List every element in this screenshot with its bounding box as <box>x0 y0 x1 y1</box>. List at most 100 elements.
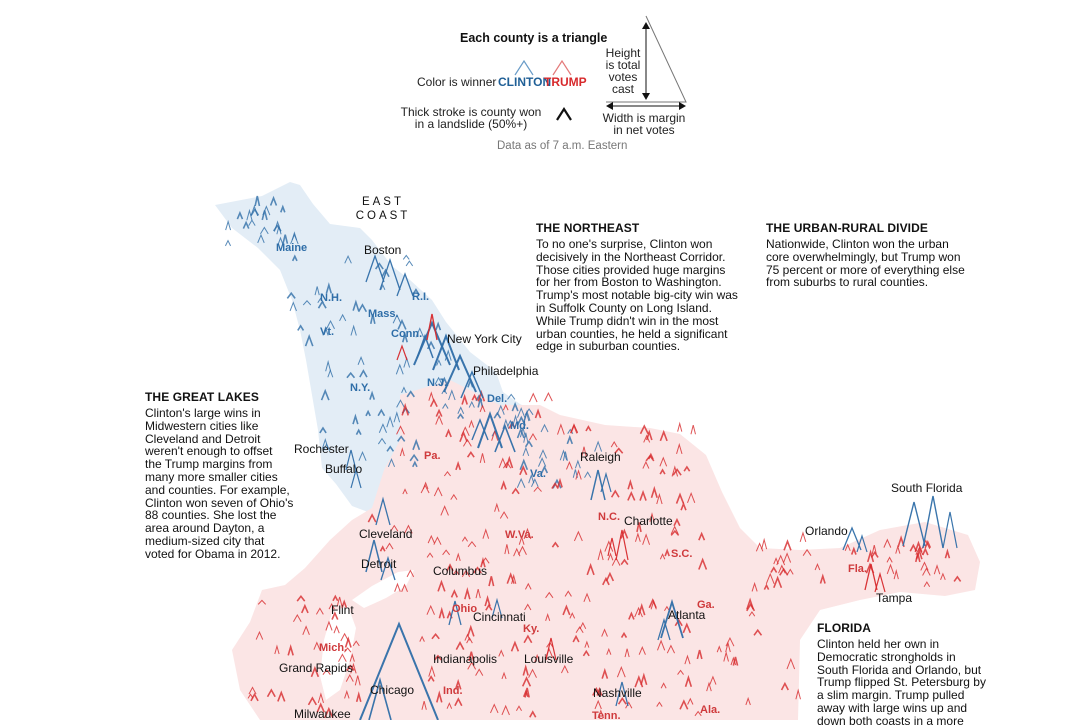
county-triangle <box>529 432 537 441</box>
county-triangle <box>680 501 687 511</box>
legend-title: Each county is a triangle <box>460 31 608 45</box>
county-triangle <box>607 537 617 557</box>
county-triangle <box>352 299 360 311</box>
county-triangle <box>261 210 268 221</box>
county-triangle <box>462 438 472 447</box>
county-triangle <box>745 696 751 706</box>
landslide-stroke-icon <box>556 106 572 121</box>
city-label-orlando: Orlando <box>805 524 848 538</box>
county-triangle <box>564 590 572 597</box>
county-triangle <box>448 389 456 401</box>
county-triangle <box>352 640 360 647</box>
county-triangle <box>440 376 449 387</box>
county-triangle <box>491 597 503 619</box>
city-label-atlanta: Atlanta <box>668 608 706 622</box>
county-triangle <box>286 291 296 299</box>
county-triangle <box>545 637 557 661</box>
legend-trump-triangle <box>552 59 572 76</box>
county-triangle <box>302 300 312 306</box>
map-title-coast: COAST <box>356 210 411 222</box>
county-triangle <box>510 640 520 652</box>
county-triangle <box>507 393 516 400</box>
county-triangle <box>443 353 477 393</box>
city-label-grand-rapids: Grand Rapids <box>279 661 353 675</box>
county-triangle <box>464 587 471 600</box>
county-triangle <box>870 550 879 558</box>
urban-rural-annotation: THE URBAN-RURAL DIVIDE Nationwide, Clint… <box>766 221 996 289</box>
county-triangle <box>290 233 299 245</box>
county-triangle <box>436 690 443 703</box>
county-triangle <box>755 542 764 552</box>
state-label-fla: Fla. <box>848 563 867 575</box>
city-label-indianapolis: Indianapolis <box>433 652 497 666</box>
county-triangle <box>426 552 434 558</box>
county-triangle <box>672 468 682 476</box>
city-label-rochester: Rochester <box>294 442 349 456</box>
county-triangle <box>375 496 391 526</box>
county-triangle <box>428 665 436 677</box>
county-triangle <box>282 234 289 244</box>
city-label-flint: Flint <box>331 603 354 617</box>
great-lakes-heading: THE GREAT LAKES <box>145 390 259 404</box>
county-triangle <box>257 233 265 244</box>
state-label-ala: Ala. <box>700 704 720 716</box>
county-triangle <box>649 512 655 522</box>
county-triangle <box>586 562 595 576</box>
county-triangle <box>942 511 958 549</box>
county-triangle <box>617 697 627 705</box>
county-triangle <box>677 669 684 675</box>
county-triangle <box>544 391 553 402</box>
county-triangle <box>610 440 618 448</box>
county-triangle <box>675 492 685 504</box>
county-triangle <box>924 540 932 549</box>
county-triangle <box>320 388 330 401</box>
county-triangle <box>450 589 458 598</box>
county-triangle <box>374 262 384 270</box>
county-triangle <box>540 423 549 433</box>
county-triangle <box>660 598 684 639</box>
county-triangle <box>498 457 507 469</box>
county-triangle <box>902 501 926 547</box>
county-triangle <box>461 393 468 405</box>
county-triangle <box>659 468 666 475</box>
county-triangle <box>369 314 376 324</box>
county-triangle <box>426 313 438 341</box>
county-triangle <box>396 344 408 361</box>
county-triangle <box>620 631 628 638</box>
county-triangle <box>639 424 649 435</box>
county-triangle <box>300 603 309 614</box>
county-triangle <box>473 566 482 574</box>
county-triangle <box>367 513 377 523</box>
county-triangle <box>471 393 478 401</box>
state-label-nh: N.H. <box>320 292 342 304</box>
county-triangle <box>406 390 415 398</box>
county-triangle <box>594 440 603 452</box>
county-triangle <box>287 643 294 656</box>
county-triangle <box>581 446 587 457</box>
county-triangle <box>780 681 789 691</box>
county-triangle <box>490 703 499 714</box>
county-triangle <box>404 524 413 534</box>
county-triangle <box>795 688 801 700</box>
county-triangle <box>322 325 329 336</box>
city-label-milwaukee: Milwaukee <box>294 707 351 720</box>
county-triangle <box>579 621 587 630</box>
county-triangle <box>310 665 320 678</box>
county-triangle <box>539 449 547 459</box>
county-triangle <box>590 469 606 501</box>
county-triangle <box>914 540 923 553</box>
county-triangle <box>545 612 551 621</box>
county-triangle <box>304 333 314 347</box>
county-triangle <box>694 710 702 717</box>
county-triangle <box>751 581 758 592</box>
city-label-charlotte: Charlotte <box>624 514 673 528</box>
county-triangle <box>634 606 643 618</box>
county-triangle <box>502 461 512 469</box>
city-label-detroit: Detroit <box>361 557 397 571</box>
county-triangle <box>844 543 851 552</box>
county-triangle <box>401 583 408 593</box>
county-triangle <box>296 594 306 602</box>
county-triangle <box>325 282 333 294</box>
county-triangle <box>573 530 583 542</box>
county-triangle <box>314 286 320 296</box>
